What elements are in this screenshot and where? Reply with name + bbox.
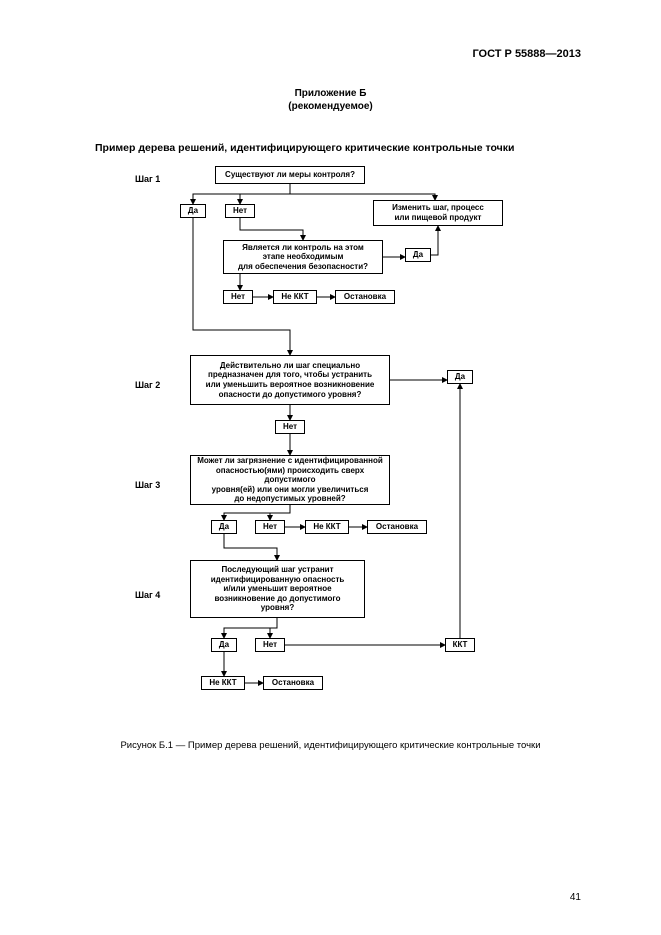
appendix-note: (рекомендуемое) — [0, 101, 661, 112]
section-title: Пример дерева решений, идентифицирующего… — [95, 142, 514, 154]
flow-node-kkt: ККТ — [445, 638, 475, 652]
flow-node-nkkt3: Не ККТ — [305, 520, 349, 534]
flow-node-modify: Изменить шаг, процессили пищевой продукт — [373, 200, 503, 226]
step-label: Шаг 3 — [135, 480, 160, 490]
flow-node-net3: Нет — [255, 520, 285, 534]
step-label: Шаг 1 — [135, 174, 160, 184]
flow-node-net1: Нет — [225, 204, 255, 218]
flow-node-net2: Нет — [275, 420, 305, 434]
flow-node-nkkt1: Не ККТ — [273, 290, 317, 304]
flow-node-net1b: Нет — [223, 290, 253, 304]
flow-node-stop4: Остановка — [263, 676, 323, 690]
flow-node-stop1: Остановка — [335, 290, 395, 304]
flow-node-stop3: Остановка — [367, 520, 427, 534]
flow-node-da4: Да — [211, 638, 237, 652]
flow-node-q3: Может ли загрязнение с идентифицированно… — [190, 455, 390, 505]
flow-node-q1: Существуют ли меры контроля? — [215, 166, 365, 184]
flow-node-q1b: Является ли контроль на этомэтапе необхо… — [223, 240, 383, 274]
flow-node-da2: Да — [447, 370, 473, 384]
step-label: Шаг 4 — [135, 590, 160, 600]
flowchart-container: Шаг 1 Шаг 2 Шаг 3 Шаг 4 Существуют ли меры к… — [115, 160, 545, 730]
flow-node-da1b: Да — [405, 248, 431, 262]
doc-standard: ГОСТ Р 55888—2013 — [472, 48, 581, 60]
flow-node-q4: Последующий шаг устранитидентифицированн… — [190, 560, 365, 618]
step-label: Шаг 2 — [135, 380, 160, 390]
flow-node-da3: Да — [211, 520, 237, 534]
page-number: 41 — [570, 892, 581, 903]
appendix-title: Приложение Б — [0, 88, 661, 99]
flow-node-nkkt4: Не ККТ — [201, 676, 245, 690]
flow-node-q2: Действительно ли шаг специальнопредназна… — [190, 355, 390, 405]
figure-caption: Рисунок Б.1 — Пример дерева решений, иде… — [0, 740, 661, 751]
flow-node-net4: Нет — [255, 638, 285, 652]
flow-node-da1: Да — [180, 204, 206, 218]
